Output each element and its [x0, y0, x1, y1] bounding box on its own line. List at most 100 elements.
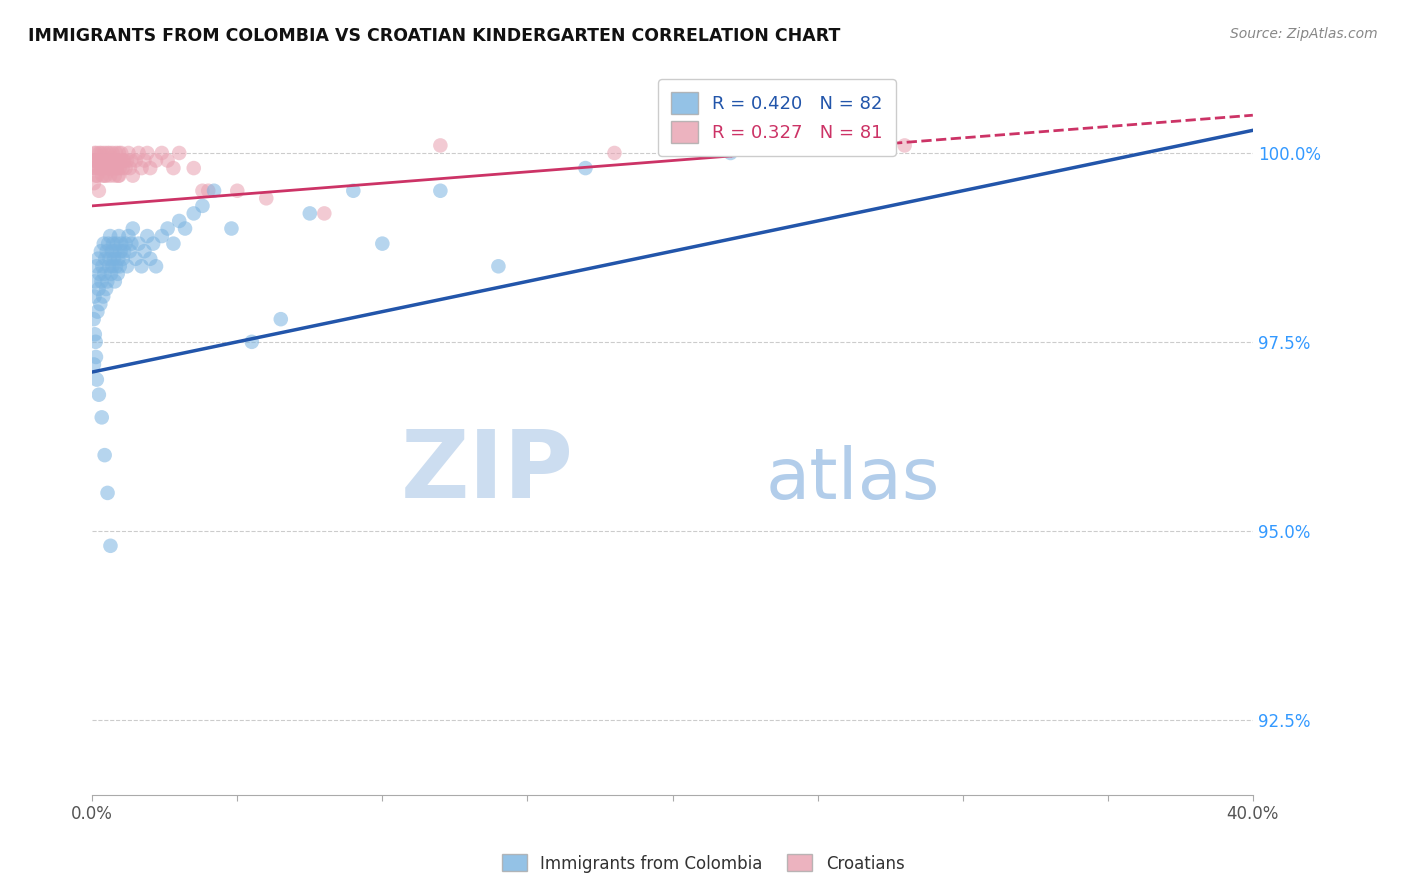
Legend: R = 0.420   N = 82, R = 0.327   N = 81: R = 0.420 N = 82, R = 0.327 N = 81 [658, 79, 896, 156]
Point [162, 161, 184, 175]
Point [98, 169, 121, 183]
Point [202, 184, 225, 198]
Point [342, 184, 364, 198]
Point [104, 244, 127, 259]
Point [107, 252, 129, 266]
Point [314, 206, 336, 220]
Point [91, 169, 114, 183]
Point [105, 161, 128, 175]
Point [86, 304, 108, 318]
Point [89, 146, 111, 161]
Point [83, 153, 105, 168]
Point [104, 274, 127, 288]
Point [84, 161, 107, 175]
Text: IMMIGRANTS FROM COLOMBIA VS CROATIAN KINDERGARTEN CORRELATION CHART: IMMIGRANTS FROM COLOMBIA VS CROATIAN KIN… [28, 27, 841, 45]
Point [83, 146, 105, 161]
Point [183, 161, 205, 175]
Point [87, 153, 110, 168]
Point [101, 146, 124, 161]
Point [117, 229, 139, 244]
Point [84, 274, 107, 288]
Point [108, 229, 131, 244]
Point [115, 153, 138, 168]
Point [97, 153, 120, 168]
Point [131, 260, 153, 274]
Point [221, 221, 243, 235]
Point [100, 161, 122, 175]
Point [100, 153, 122, 168]
Point [139, 252, 162, 266]
Point [110, 244, 132, 259]
Point [93, 448, 115, 462]
Point [107, 267, 129, 281]
Point [429, 184, 451, 198]
Point [108, 260, 131, 274]
Point [87, 184, 110, 198]
Point [96, 146, 118, 161]
Point [98, 260, 121, 274]
Point [114, 161, 136, 175]
Point [84, 169, 107, 183]
Point [120, 236, 142, 251]
Point [112, 153, 135, 168]
Point [83, 289, 105, 303]
Point [807, 138, 830, 153]
Point [128, 146, 150, 161]
Point [111, 252, 134, 266]
Point [100, 539, 122, 553]
Point [156, 153, 179, 168]
Point [96, 153, 118, 168]
Point [87, 387, 110, 401]
Point [93, 161, 115, 175]
Point [83, 161, 105, 175]
Point [720, 146, 742, 161]
Point [104, 146, 127, 161]
Point [105, 236, 128, 251]
Point [83, 358, 105, 372]
Point [145, 260, 167, 274]
Point [93, 236, 115, 251]
Text: Source: ZipAtlas.com: Source: ZipAtlas.com [1230, 27, 1378, 41]
Legend: Immigrants from Colombia, Croatians: Immigrants from Colombia, Croatians [495, 847, 911, 880]
Point [83, 176, 105, 190]
Point [93, 267, 115, 281]
Point [101, 161, 124, 175]
Point [125, 252, 148, 266]
Point [97, 236, 120, 251]
Point [86, 169, 108, 183]
Point [117, 146, 139, 161]
Point [83, 327, 105, 342]
Point [254, 191, 277, 205]
Point [145, 153, 167, 168]
Point [156, 221, 179, 235]
Point [98, 252, 121, 266]
Point [108, 169, 131, 183]
Point [110, 153, 132, 168]
Point [101, 260, 124, 274]
Point [104, 153, 127, 168]
Point [87, 282, 110, 296]
Point [86, 260, 108, 274]
Point [167, 146, 190, 161]
Point [150, 229, 173, 244]
Point [110, 236, 132, 251]
Point [111, 161, 134, 175]
Point [118, 244, 141, 259]
Point [120, 153, 142, 168]
Point [603, 146, 626, 161]
Point [101, 236, 124, 251]
Point [101, 153, 124, 168]
Point [84, 153, 107, 168]
Point [150, 146, 173, 161]
Point [108, 146, 131, 161]
Point [136, 146, 159, 161]
Point [893, 138, 915, 153]
Text: atlas: atlas [765, 445, 939, 514]
Point [107, 153, 129, 168]
Point [298, 206, 321, 220]
Point [96, 486, 118, 500]
Point [174, 221, 197, 235]
Point [121, 221, 143, 235]
Point [191, 199, 214, 213]
Point [91, 260, 114, 274]
